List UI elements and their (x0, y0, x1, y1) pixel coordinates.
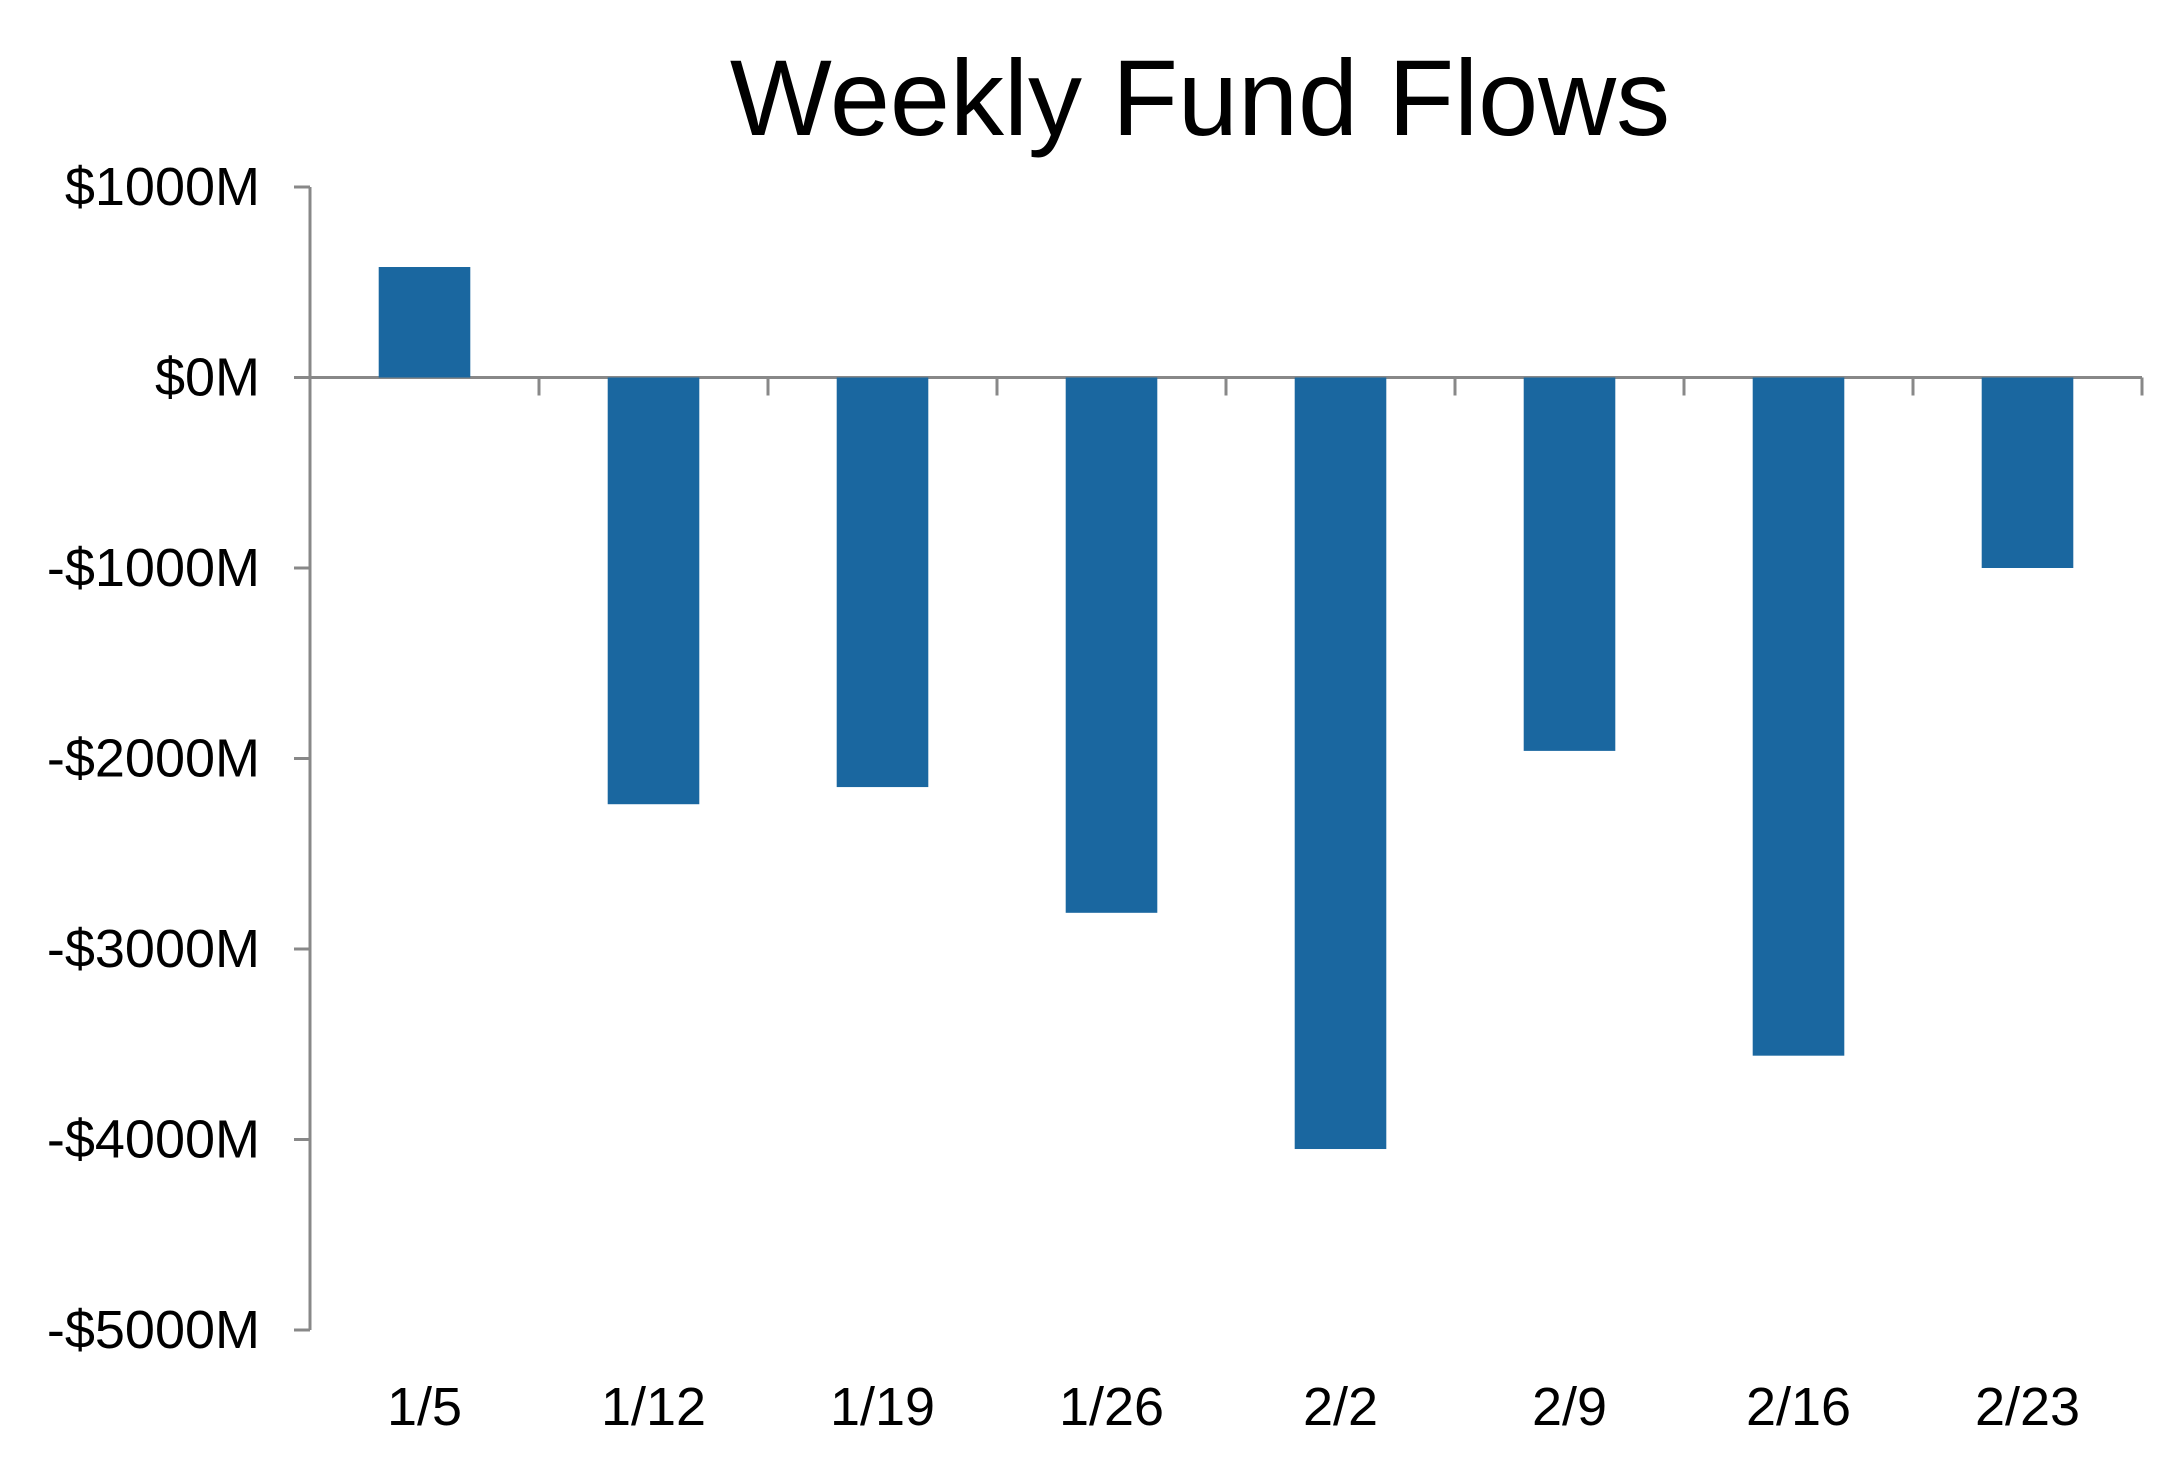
bar (1065, 377, 1158, 913)
x-tick-label: 2/9 (1532, 1377, 1607, 1437)
bar (378, 267, 471, 378)
bar (1981, 377, 2074, 568)
bar (607, 377, 700, 805)
bar (1752, 377, 1845, 1056)
x-tick-labels: 1/5 1/12 1/19 1/26 2/2 2/9 2/16 2/23 (387, 1377, 2080, 1437)
x-tick-label: 2/23 (1975, 1377, 2080, 1437)
y-tick-label: $0M (155, 348, 260, 408)
y-tick-label: -$4000M (47, 1110, 260, 1170)
bar (1523, 377, 1616, 751)
x-axis (310, 376, 2144, 396)
y-tick-label: -$3000M (47, 919, 260, 979)
y-axis: $1000M $0M -$1000M -$2000M -$3000M -$4000M -$5… (47, 157, 312, 1360)
x-tick-label: 1/19 (830, 1377, 935, 1437)
bars (378, 267, 2074, 1150)
x-tick-label: 1/5 (387, 1377, 462, 1437)
bar (836, 377, 929, 788)
x-tick-label: 1/26 (1059, 1377, 1164, 1437)
y-tick-label: -$5000M (47, 1300, 260, 1360)
y-tick-label: -$2000M (47, 729, 260, 789)
y-tick-label: -$1000M (47, 538, 260, 598)
x-tick-label: 2/16 (1746, 1377, 1851, 1437)
chart-title: Weekly Fund Flows (730, 37, 1670, 158)
y-tick-label: $1000M (65, 157, 260, 217)
x-tick-label: 1/12 (601, 1377, 706, 1437)
bar (1294, 377, 1387, 1150)
x-tick-label: 2/2 (1303, 1377, 1378, 1437)
